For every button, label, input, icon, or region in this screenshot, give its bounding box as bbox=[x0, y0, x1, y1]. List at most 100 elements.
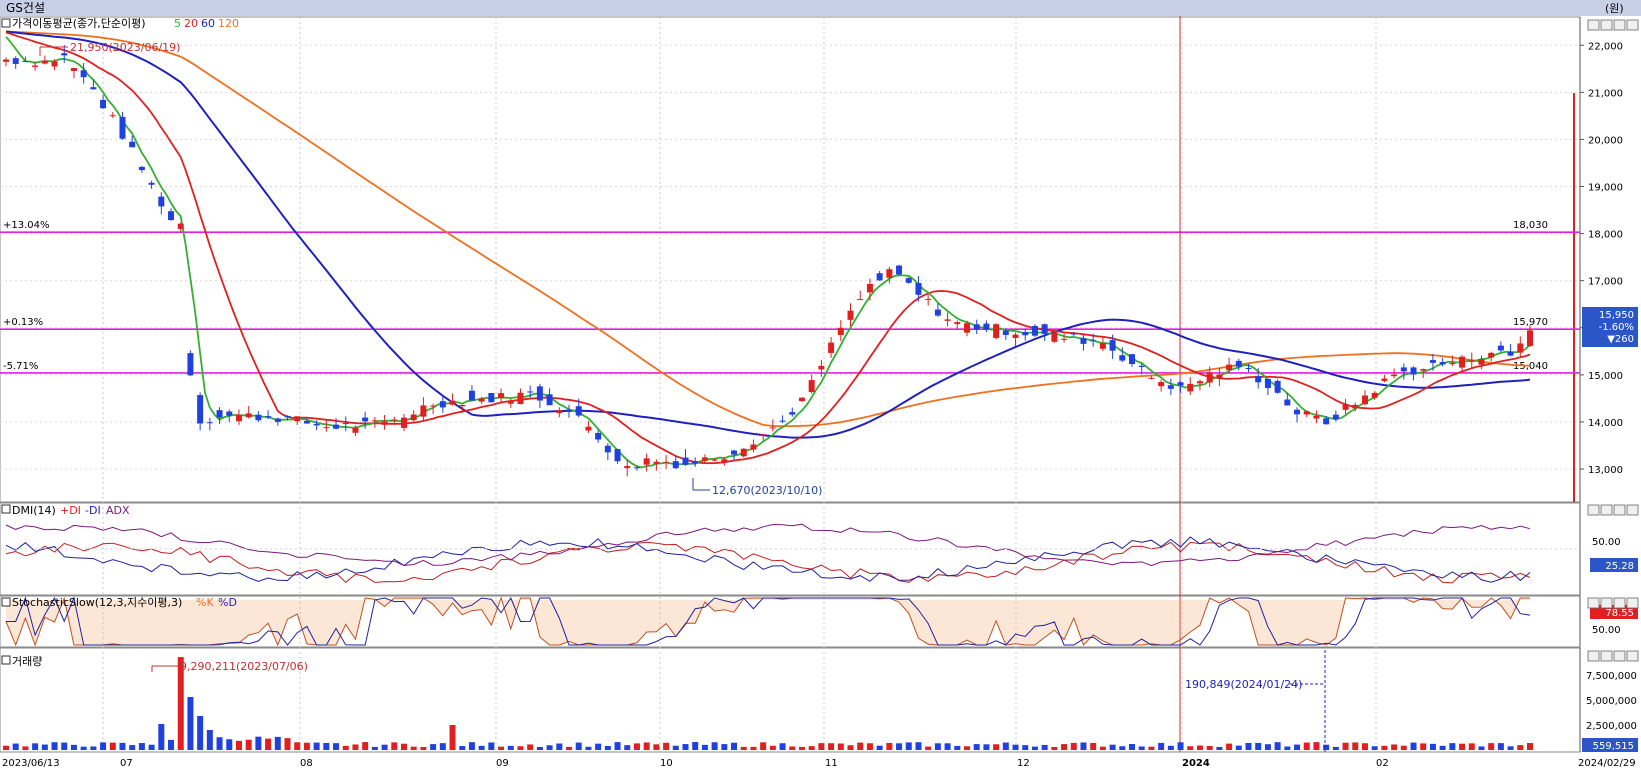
panel-control-button bbox=[1626, 597, 1639, 609]
up-candle bbox=[1517, 343, 1524, 353]
up-candle bbox=[1012, 334, 1019, 338]
volume-bar bbox=[1255, 742, 1262, 750]
volume-bar bbox=[235, 740, 242, 750]
down-candle bbox=[168, 211, 175, 221]
down-candle bbox=[536, 386, 543, 401]
volume-bar bbox=[1167, 745, 1174, 750]
volume-bar bbox=[653, 744, 660, 750]
dmi-lines bbox=[0, 523, 1580, 584]
volume-bar bbox=[1158, 742, 1165, 750]
x-label-nov: 11 bbox=[825, 758, 838, 769]
adx-line bbox=[5, 523, 1531, 567]
down-candle bbox=[439, 401, 446, 408]
volume-bar bbox=[1090, 742, 1097, 750]
up-candle bbox=[1478, 359, 1485, 365]
down-candle bbox=[983, 323, 990, 330]
down-candle bbox=[1129, 354, 1136, 365]
volume-bar bbox=[323, 742, 330, 750]
volume-bar bbox=[1527, 743, 1533, 750]
panel-control-button bbox=[1626, 650, 1639, 662]
up-candle bbox=[866, 283, 873, 293]
volume-bar bbox=[255, 736, 262, 750]
up-candle bbox=[818, 365, 825, 370]
down-candle bbox=[973, 324, 980, 330]
volume-bar bbox=[1031, 746, 1038, 750]
volume-bar bbox=[177, 657, 184, 750]
down-candle bbox=[633, 467, 640, 469]
up-candle bbox=[3, 59, 9, 62]
panel-control-button bbox=[1613, 19, 1626, 31]
volume-bar bbox=[993, 744, 1000, 750]
volume-bar bbox=[847, 745, 854, 750]
volume-bar bbox=[1303, 742, 1310, 750]
ma60-line bbox=[5, 30, 1531, 439]
volume-bar bbox=[857, 742, 864, 750]
panel-control-button bbox=[1626, 504, 1639, 516]
volume-bar bbox=[1400, 745, 1407, 750]
up-candle bbox=[857, 299, 864, 301]
up-candle bbox=[847, 310, 854, 320]
volume-bar bbox=[750, 746, 757, 750]
volume-bar bbox=[1391, 744, 1398, 750]
volume-bar bbox=[798, 746, 805, 750]
volume-tick-label: 2,500,000 bbox=[1586, 721, 1637, 732]
stoch-panel-label: StochasticSlow(12,3,지수이평,3) %K %D bbox=[1, 596, 237, 609]
down-candle bbox=[1090, 340, 1097, 342]
down-candle bbox=[1323, 418, 1330, 425]
volume-bar bbox=[138, 743, 145, 750]
current-pct: -1.60% bbox=[1599, 322, 1634, 333]
volume-bar bbox=[663, 742, 670, 750]
chart-title: GS건설 bbox=[6, 1, 45, 15]
price-tick-label: 14,000 bbox=[1588, 418, 1623, 429]
volume-bar bbox=[740, 746, 747, 750]
price-tick-label: 19,000 bbox=[1588, 183, 1623, 194]
candlesticks bbox=[3, 45, 1533, 477]
volume-bar bbox=[1478, 746, 1485, 750]
up-candle bbox=[1371, 392, 1378, 398]
up-candle bbox=[740, 448, 747, 457]
up-candle bbox=[750, 444, 757, 450]
volume-bar bbox=[352, 744, 359, 750]
volume-bar bbox=[1061, 744, 1068, 750]
down-candle bbox=[1245, 367, 1252, 369]
volume-bar bbox=[789, 746, 796, 750]
volume-bar bbox=[3, 745, 9, 750]
down-candle bbox=[1294, 409, 1301, 415]
volume-bar bbox=[1187, 746, 1194, 750]
up-candle bbox=[944, 319, 951, 321]
volume-bar bbox=[624, 745, 631, 750]
up-candle bbox=[1226, 364, 1233, 371]
panel-control-button bbox=[1613, 650, 1626, 662]
up-candle bbox=[760, 434, 767, 436]
down-candle bbox=[362, 417, 369, 422]
dmi-tick: 50.00 bbox=[1592, 537, 1621, 548]
volume-bar bbox=[1022, 745, 1029, 750]
volume-label: 거래량 bbox=[12, 655, 42, 668]
plus-di-legend: +DI bbox=[60, 504, 81, 517]
down-candle bbox=[896, 265, 903, 275]
volume-bar bbox=[206, 730, 213, 750]
volume-bar bbox=[80, 746, 87, 750]
volume-bar bbox=[468, 742, 475, 750]
down-candle bbox=[119, 116, 126, 139]
volume-bar bbox=[303, 742, 310, 750]
down-candle bbox=[12, 58, 19, 64]
volume-bar bbox=[498, 746, 505, 750]
up-candle bbox=[1459, 356, 1466, 368]
volume-bar bbox=[546, 745, 553, 750]
volume-bar bbox=[216, 737, 223, 750]
down-candle bbox=[100, 99, 107, 109]
up-candle bbox=[663, 462, 670, 464]
panel-control-button bbox=[1587, 19, 1600, 31]
volume-marker-text: 190,849(2024/01/24) bbox=[1185, 678, 1302, 691]
volume-bar bbox=[1226, 743, 1233, 750]
up-candle bbox=[653, 461, 660, 464]
down-candle bbox=[274, 418, 281, 422]
panel-frame bbox=[0, 647, 1581, 753]
volume-bar bbox=[934, 743, 941, 750]
down-candle bbox=[1070, 333, 1077, 335]
down-candle bbox=[731, 450, 738, 455]
plus-di-line bbox=[5, 541, 1531, 584]
down-candle bbox=[80, 70, 87, 78]
